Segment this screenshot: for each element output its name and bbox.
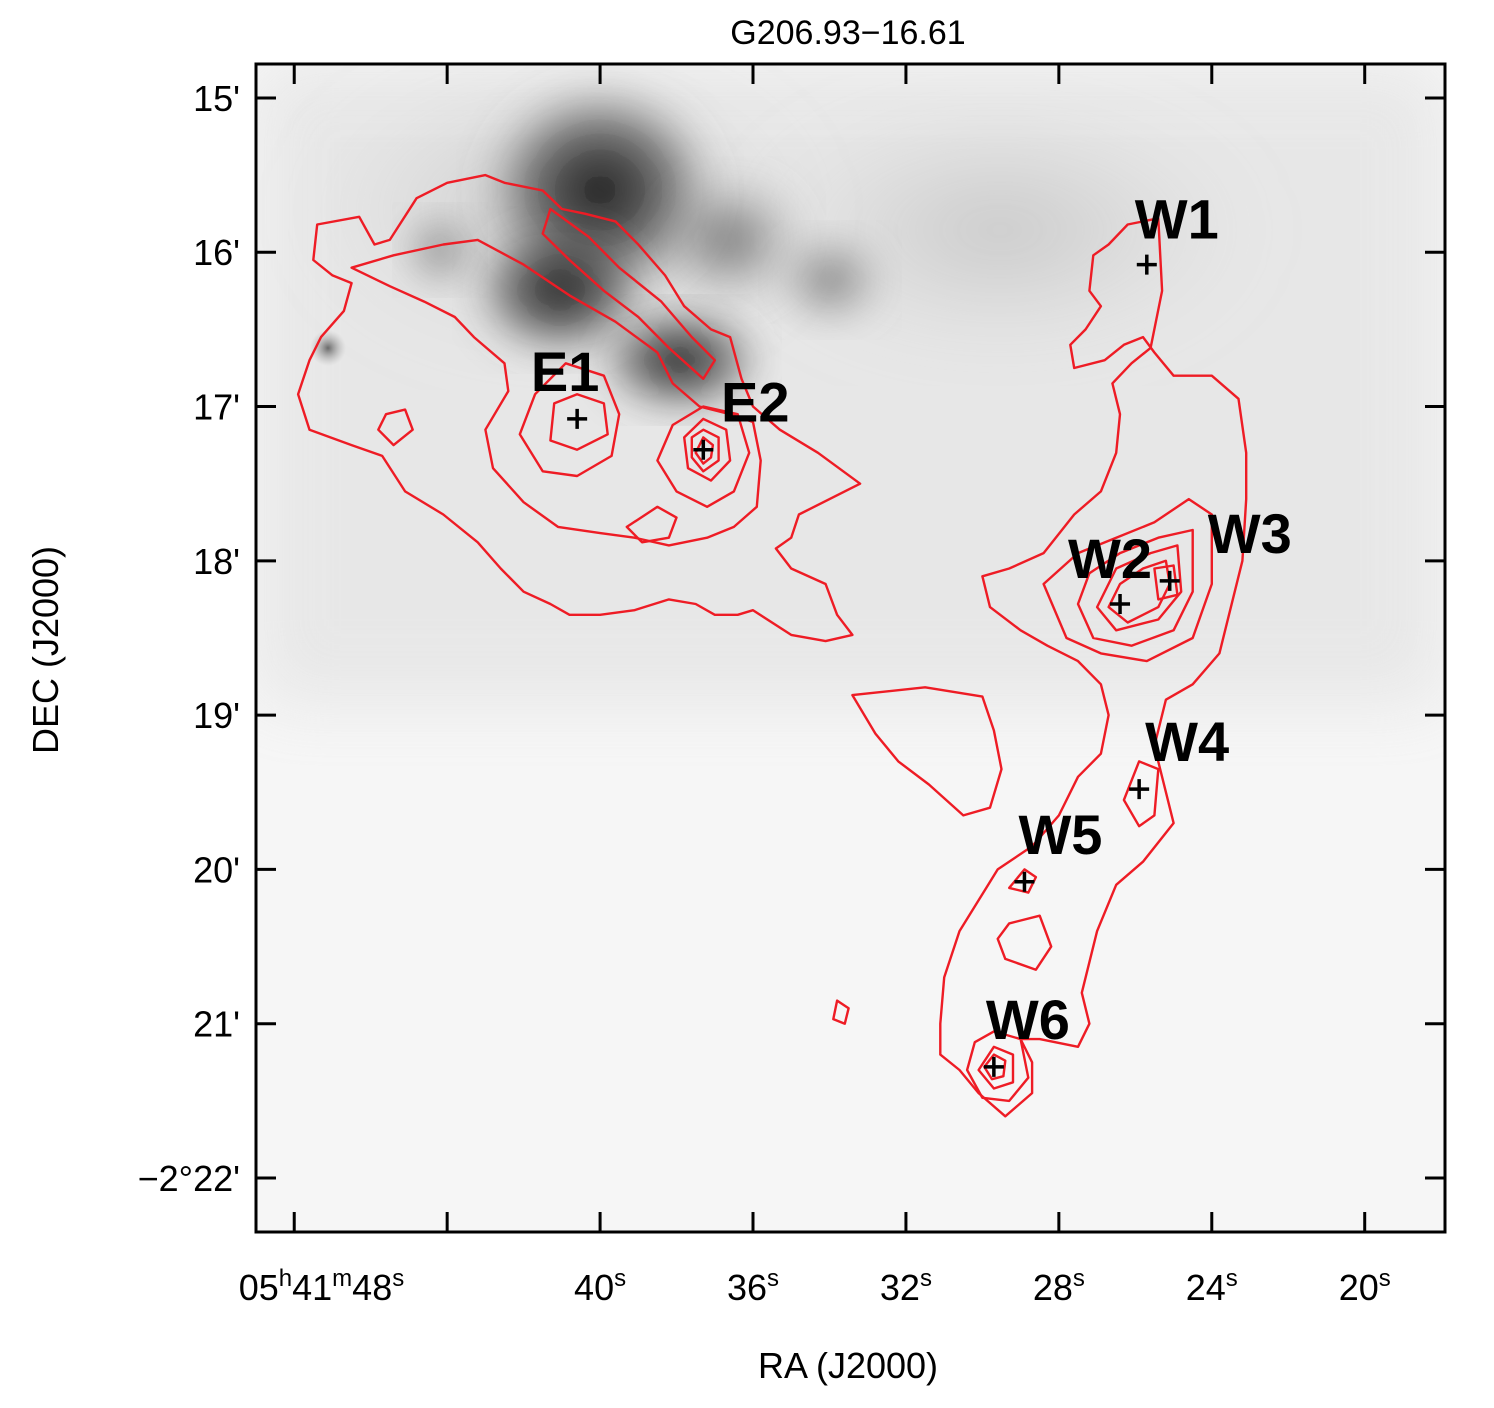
contour-east-level-2 xyxy=(377,408,414,447)
y-tick-label: 16' xyxy=(193,232,240,273)
plot-frame xyxy=(254,62,1447,1234)
source-label-w3: W3 xyxy=(1208,502,1292,565)
y-tick-label: 20' xyxy=(193,849,240,890)
contour-east-level-1 xyxy=(296,173,862,643)
y-tick-labels: 15' 16' 17' 18' 19' 20' 21' −2°22' xyxy=(138,78,240,1199)
x-tick-label: 20s xyxy=(1339,1265,1391,1308)
contour-east-level-4 xyxy=(549,393,609,451)
contour-east-level-3 xyxy=(683,417,732,482)
chart-title: G206.93−16.61 xyxy=(730,14,965,52)
source-marker-w3 xyxy=(1159,570,1180,591)
source-label-w6: W6 xyxy=(986,988,1070,1051)
y-tick-label: 19' xyxy=(193,695,240,736)
source-marker-w5 xyxy=(1014,871,1035,892)
contour-west-level-3 xyxy=(977,1045,1015,1090)
contour-west-level-1 xyxy=(832,999,850,1025)
contour-west-level-2 xyxy=(1042,497,1213,663)
y-tick-label: 21' xyxy=(193,1004,240,1045)
source-label-w1: W1 xyxy=(1135,188,1219,251)
contour-west-level-4 xyxy=(983,1053,1007,1081)
source-label-e1: E1 xyxy=(531,340,600,403)
x-tick-label: 36s xyxy=(727,1265,779,1308)
contour-west-level-4 xyxy=(1095,544,1183,632)
contour-layer xyxy=(296,173,1248,1118)
contour-west-level-2 xyxy=(1008,868,1038,894)
source-label-w4: W4 xyxy=(1145,710,1229,773)
x-tick-label: 28s xyxy=(1033,1265,1085,1308)
source-marker-w1 xyxy=(1136,254,1157,275)
source-markers: E1 E2 W1 W2 W3 W4 W5 W6 xyxy=(531,188,1292,1077)
x-tick-label: 40s xyxy=(574,1265,626,1308)
x-tick-label: 32s xyxy=(880,1265,932,1308)
contour-west-level-1 xyxy=(939,217,1248,1118)
source-label-e2: E2 xyxy=(721,371,790,434)
y-tick-label: 18' xyxy=(193,541,240,582)
y-axis-label: DEC (J2000) xyxy=(25,546,66,754)
x-tick-label: 24s xyxy=(1186,1265,1238,1308)
y-tick-label: −2°22' xyxy=(138,1158,240,1199)
source-label-w5: W5 xyxy=(1018,803,1102,866)
contour-west-level-3 xyxy=(1076,528,1194,647)
contour-west-level-2 xyxy=(965,1030,1030,1103)
contour-west-level-5 xyxy=(1107,559,1171,624)
source-marker-e1 xyxy=(567,408,588,429)
source-marker-e2 xyxy=(693,439,714,460)
contour-east-level-2 xyxy=(350,238,762,547)
axis-ticks xyxy=(256,64,1445,1232)
y-tick-label: 15' xyxy=(193,78,240,119)
contour-east-level-2 xyxy=(656,405,751,508)
contour-east-level-2 xyxy=(541,207,716,380)
source-marker-w4 xyxy=(1129,779,1150,800)
x-tick-label: 05h41m48s xyxy=(239,1265,405,1308)
background-image xyxy=(256,64,1445,1232)
source-marker-w6 xyxy=(983,1056,1004,1077)
source-marker-w2 xyxy=(1110,594,1131,615)
contour-east-level-4 xyxy=(690,428,720,473)
x-tick-labels: 05h41m48s 40s 36s 32s 28s 24s 20s xyxy=(239,1265,1391,1308)
contour-east-level-2 xyxy=(625,505,678,544)
contour-west-level-1 xyxy=(996,914,1053,971)
contour-west-level-6 xyxy=(1153,564,1179,601)
contour-west-level-1 xyxy=(851,686,1003,817)
contour-east-level-3 xyxy=(518,362,621,478)
contour-west-level-2 xyxy=(1122,760,1160,828)
x-axis-label: RA (J2000) xyxy=(758,1345,938,1386)
source-label-w2: W2 xyxy=(1068,527,1152,590)
y-tick-label: 17' xyxy=(193,387,240,428)
